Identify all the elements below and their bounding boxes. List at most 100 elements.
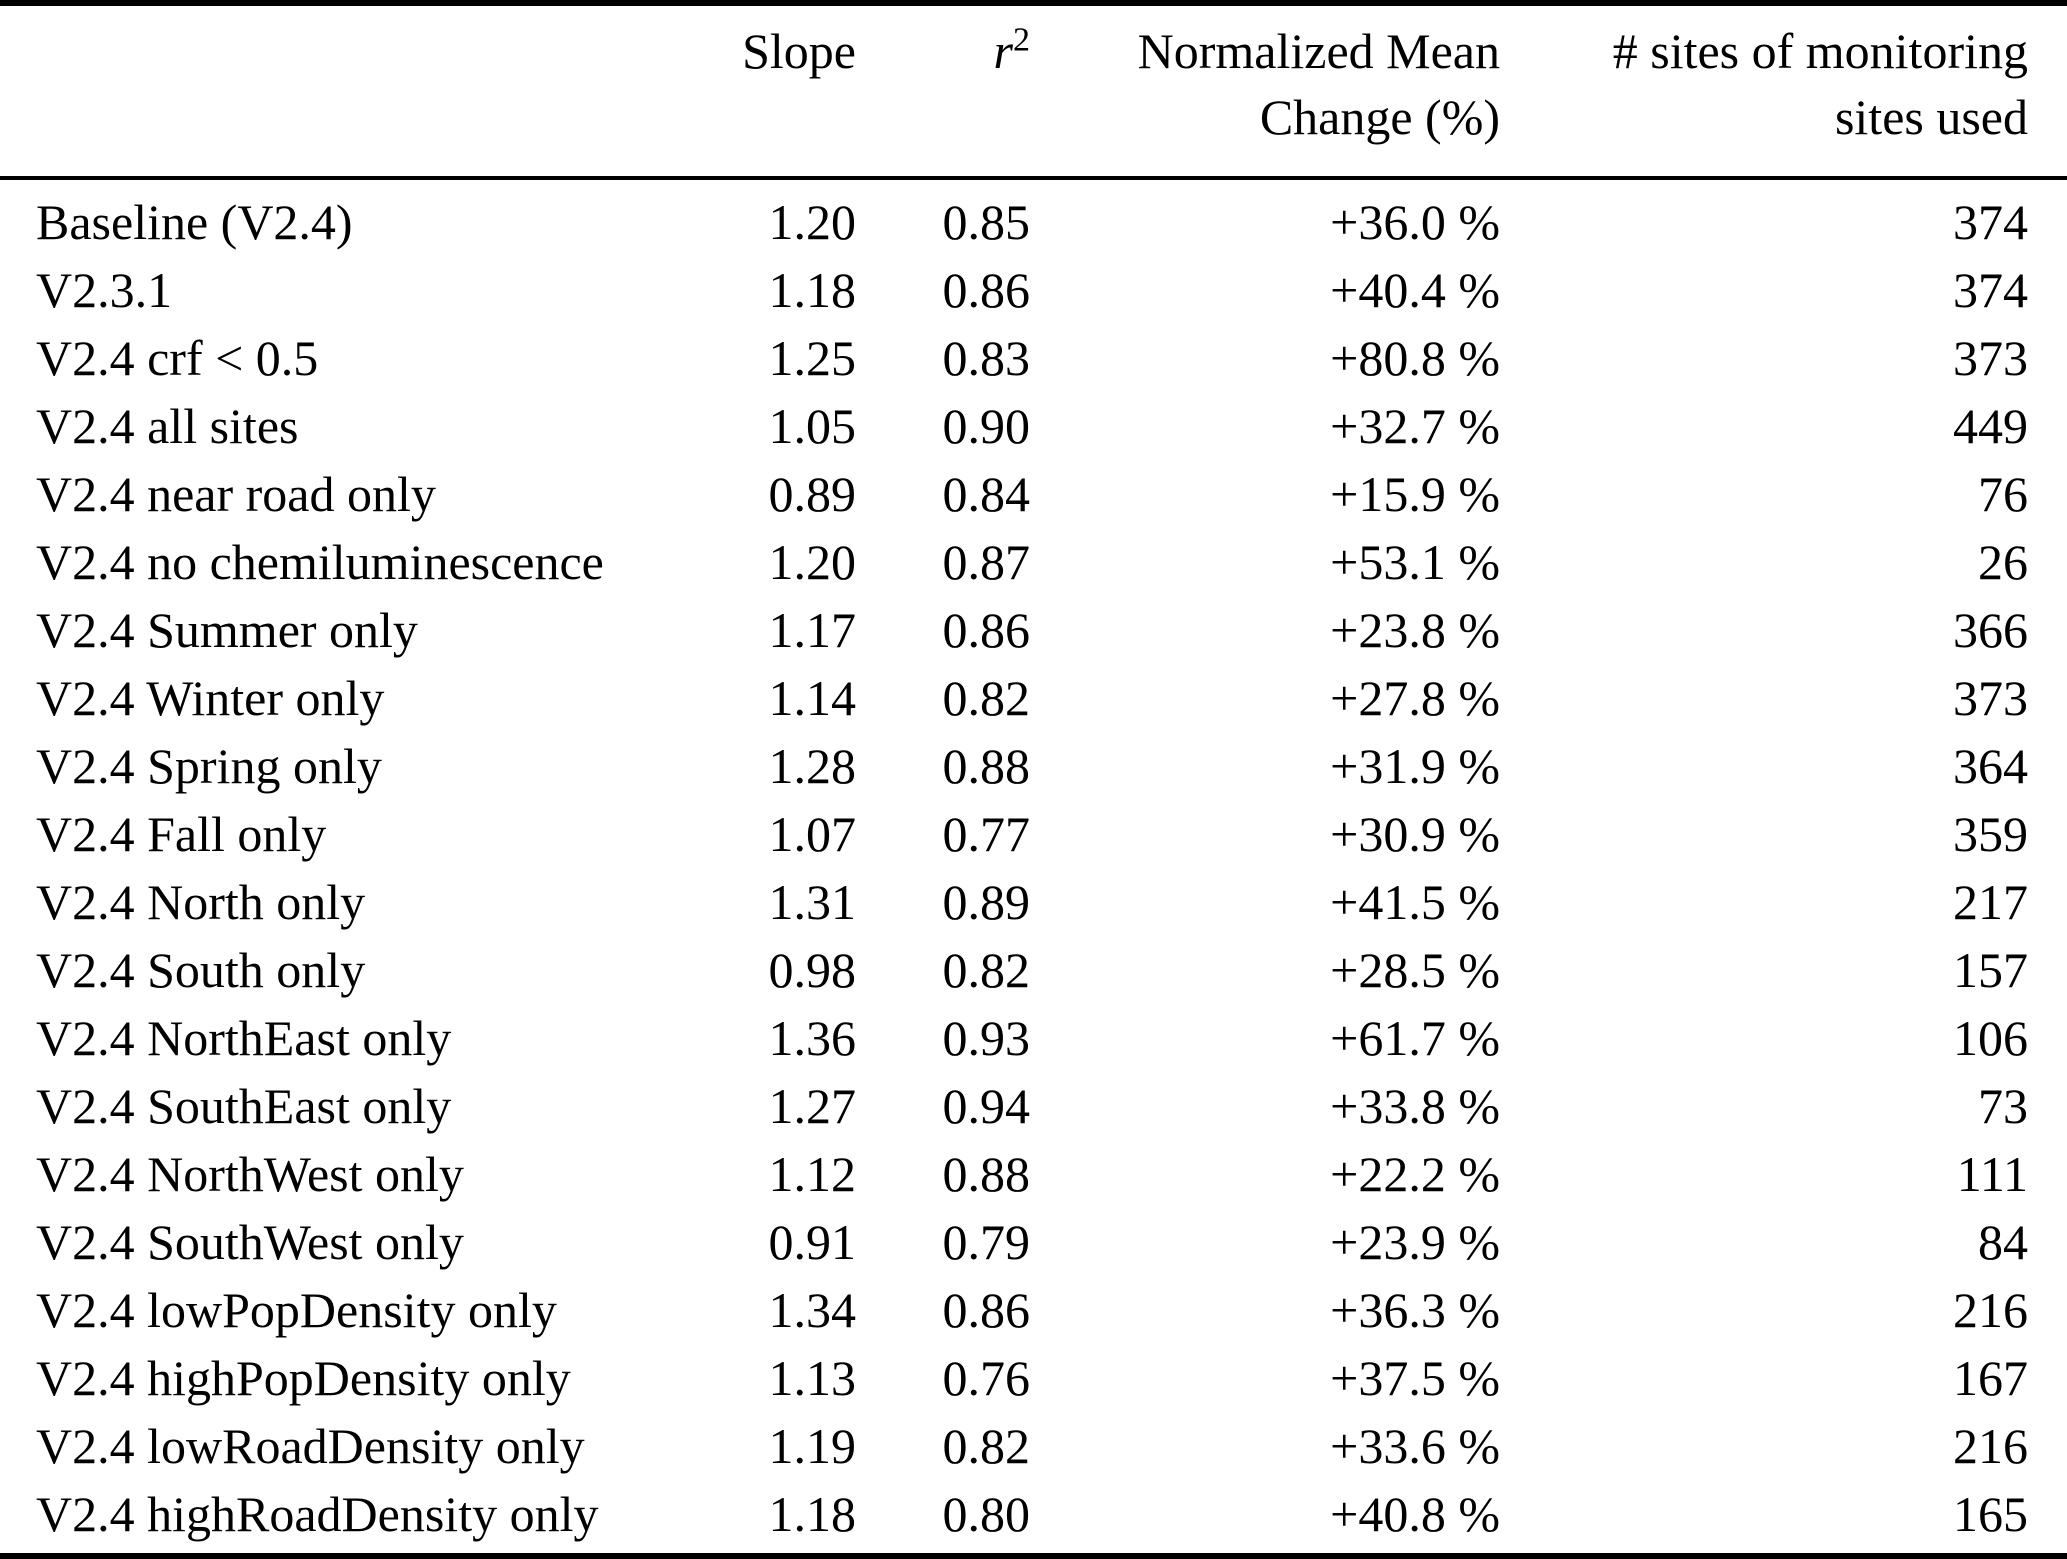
slope-value: 1.13 — [768, 1350, 857, 1406]
normalized-mean-change-value: +36.0 % — [1330, 194, 1500, 250]
header-normalized-mean-change: Normalized Mean Change (%) — [1030, 6, 1500, 180]
sites-count-value: 217 — [1953, 874, 2028, 930]
sites-count-value: 165 — [1953, 1486, 2028, 1542]
sites-count-value: 374 — [1953, 194, 2028, 250]
normalized-mean-change-value: +31.9 % — [1330, 738, 1500, 794]
normalized-mean-change-value: +22.2 % — [1330, 1146, 1500, 1202]
normalized-mean-change-value: +33.6 % — [1330, 1418, 1500, 1474]
header-row-label — [0, 6, 656, 180]
r-squared-value: 0.82 — [942, 942, 1031, 998]
sites-count-value: 73 — [1978, 1078, 2028, 1134]
slope-value: 0.89 — [768, 466, 857, 522]
row-label: V2.4 South only — [36, 942, 366, 998]
row-label: V2.4 NorthEast only — [36, 1010, 452, 1066]
r-squared-value: 0.90 — [942, 398, 1031, 454]
header-nmc-line1: Normalized Mean — [1137, 23, 1500, 79]
header-nmc-line2: Change (%) — [1259, 89, 1500, 145]
sites-count-value: 84 — [1978, 1214, 2028, 1270]
slope-value: 1.12 — [768, 1146, 857, 1202]
table-row: V2.4 lowRoadDensity only 1.19 0.82 +33.6… — [0, 1412, 2067, 1480]
slope-value: 1.34 — [768, 1282, 857, 1338]
slope-value: 1.19 — [768, 1418, 857, 1474]
slope-value: 1.14 — [768, 670, 857, 726]
r-squared-value: 0.83 — [942, 330, 1031, 386]
r-squared-value: 0.85 — [942, 194, 1031, 250]
table-row: V2.4 SouthWest only 0.91 0.79 +23.9 % 84 — [0, 1208, 2067, 1276]
row-label: V2.4 SouthEast only — [36, 1078, 452, 1134]
table-row: V2.4 Winter only 1.14 0.82 +27.8 % 373 — [0, 664, 2067, 732]
normalized-mean-change-value: +15.9 % — [1330, 466, 1500, 522]
normalized-mean-change-value: +23.9 % — [1330, 1214, 1500, 1270]
slope-value: 1.20 — [768, 534, 857, 590]
slope-value: 1.31 — [768, 874, 857, 930]
table-row: V2.4 near road only 0.89 0.84 +15.9 % 76 — [0, 460, 2067, 528]
sites-count-value: 157 — [1953, 942, 2028, 998]
normalized-mean-change-value: +53.1 % — [1330, 534, 1500, 590]
header-r-squared-label: r2 — [856, 18, 1030, 84]
table-row: V2.4 crf < 0.5 1.25 0.83 +80.8 % 373 — [0, 324, 2067, 392]
r-squared-value: 0.77 — [942, 806, 1031, 862]
header-row: Slope r2 Normalized Mean Change (%) # si… — [0, 6, 2067, 180]
r-squared-value: 0.86 — [942, 262, 1031, 318]
slope-value: 1.36 — [768, 1010, 857, 1066]
normalized-mean-change-value: +37.5 % — [1330, 1350, 1500, 1406]
r-squared-value: 0.94 — [942, 1078, 1031, 1134]
sites-count-value: 364 — [1953, 738, 2028, 794]
table-row: V2.4 Summer only 1.17 0.86 +23.8 % 366 — [0, 596, 2067, 664]
table-row: V2.4 no chemiluminescence 1.20 0.87 +53.… — [0, 528, 2067, 596]
row-label: V2.4 highPopDensity only — [36, 1350, 571, 1406]
table-row: V2.4 highPopDensity only 1.13 0.76 +37.5… — [0, 1344, 2067, 1412]
table-row: V2.3.1 1.18 0.86 +40.4 % 374 — [0, 256, 2067, 324]
r-squared-value: 0.88 — [942, 1146, 1031, 1202]
table-row: V2.4 NorthEast only 1.36 0.93 +61.7 % 10… — [0, 1004, 2067, 1072]
r-squared-value: 0.80 — [942, 1486, 1031, 1542]
normalized-mean-change-value: +80.8 % — [1330, 330, 1500, 386]
normalized-mean-change-value: +41.5 % — [1330, 874, 1500, 930]
normalized-mean-change-value: +30.9 % — [1330, 806, 1500, 862]
row-label: V2.4 crf < 0.5 — [36, 330, 319, 386]
slope-value: 1.18 — [768, 1486, 857, 1542]
row-label: V2.4 lowPopDensity only — [36, 1282, 557, 1338]
table-row: V2.4 all sites 1.05 0.90 +32.7 % 449 — [0, 392, 2067, 460]
row-label: V2.4 highRoadDensity only — [36, 1486, 599, 1542]
row-label: V2.4 all sites — [36, 398, 299, 454]
table-row: V2.4 SouthEast only 1.27 0.94 +33.8 % 73 — [0, 1072, 2067, 1140]
row-label: V2.4 North only — [36, 874, 366, 930]
results-table: Slope r2 Normalized Mean Change (%) # si… — [0, 6, 2067, 1548]
sites-count-value: 26 — [1978, 534, 2028, 590]
table-header: Slope r2 Normalized Mean Change (%) # si… — [0, 6, 2067, 180]
table-row: V2.4 North only 1.31 0.89 +41.5 % 217 — [0, 868, 2067, 936]
r-squared-value: 0.82 — [942, 1418, 1031, 1474]
sites-count-value: 111 — [1956, 1146, 2028, 1202]
table-row: Baseline (V2.4) 1.20 0.85 +36.0 % 374 — [0, 178, 2067, 256]
r-squared-value: 0.79 — [942, 1214, 1031, 1270]
table-row: V2.4 NorthWest only 1.12 0.88 +22.2 % 11… — [0, 1140, 2067, 1208]
r-squared-value: 0.82 — [942, 670, 1031, 726]
r-squared-value: 0.87 — [942, 534, 1031, 590]
table-row: V2.4 Spring only 1.28 0.88 +31.9 % 364 — [0, 732, 2067, 800]
table-body: Baseline (V2.4) 1.20 0.85 +36.0 % 374 V2… — [0, 178, 2067, 1548]
sites-count-value: 373 — [1953, 670, 2028, 726]
r-squared-base: r — [993, 23, 1013, 79]
r-squared-value: 0.84 — [942, 466, 1031, 522]
table-row: V2.4 highRoadDensity only 1.18 0.80 +40.… — [0, 1480, 2067, 1548]
row-label: V2.4 SouthWest only — [36, 1214, 464, 1270]
slope-value: 1.28 — [768, 738, 857, 794]
sites-count-value: 373 — [1953, 330, 2028, 386]
slope-value: 1.25 — [768, 330, 857, 386]
slope-value: 1.05 — [768, 398, 857, 454]
row-label: V2.4 NorthWest only — [36, 1146, 464, 1202]
header-r-squared: r2 — [856, 6, 1030, 180]
normalized-mean-change-value: +27.8 % — [1330, 670, 1500, 726]
normalized-mean-change-value: +36.3 % — [1330, 1282, 1500, 1338]
normalized-mean-change-value: +40.8 % — [1330, 1486, 1500, 1542]
normalized-mean-change-value: +23.8 % — [1330, 602, 1500, 658]
slope-value: 1.27 — [768, 1078, 857, 1134]
header-slope-label: Slope — [742, 23, 856, 79]
slope-value: 1.17 — [768, 602, 857, 658]
normalized-mean-change-value: +33.8 % — [1330, 1078, 1500, 1134]
header-sites-count: # sites of monitoring sites used — [1500, 6, 2067, 180]
header-slope: Slope — [656, 6, 856, 180]
r-squared-value: 0.86 — [942, 1282, 1031, 1338]
